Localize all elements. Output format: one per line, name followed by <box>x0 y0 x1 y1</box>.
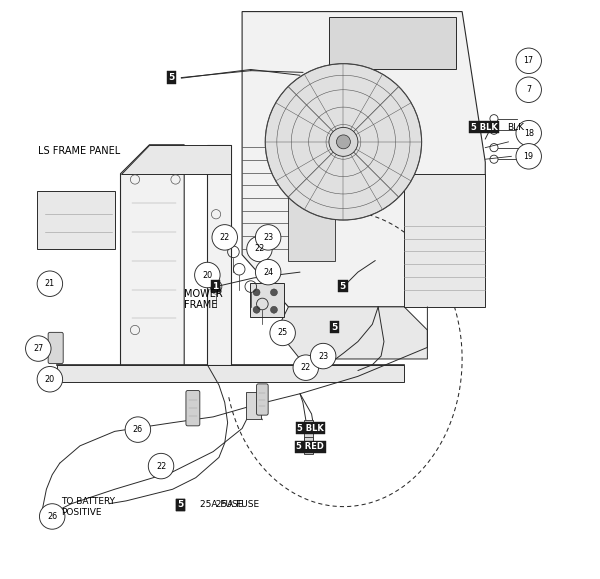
Text: 25: 25 <box>278 328 288 338</box>
FancyBboxPatch shape <box>250 283 284 317</box>
Circle shape <box>253 306 260 313</box>
Text: 26: 26 <box>47 512 57 521</box>
Circle shape <box>271 306 277 313</box>
Circle shape <box>310 343 336 369</box>
Text: 17: 17 <box>524 56 534 65</box>
Text: 20: 20 <box>45 375 55 384</box>
Text: LS FRAME PANEL: LS FRAME PANEL <box>38 145 121 156</box>
Text: 19: 19 <box>524 152 534 161</box>
Polygon shape <box>57 365 404 382</box>
Circle shape <box>40 504 65 529</box>
Circle shape <box>516 48 541 74</box>
FancyBboxPatch shape <box>257 384 268 415</box>
Text: BLK: BLK <box>507 123 524 132</box>
Circle shape <box>516 120 541 146</box>
Text: 25A FUSE: 25A FUSE <box>210 500 259 510</box>
Text: 1: 1 <box>212 281 218 291</box>
Text: 5 RED: 5 RED <box>296 442 325 452</box>
Circle shape <box>194 262 220 288</box>
Circle shape <box>253 289 260 296</box>
Text: 5: 5 <box>178 500 184 510</box>
Polygon shape <box>37 191 115 249</box>
Text: 25A FUSE: 25A FUSE <box>200 500 244 510</box>
FancyBboxPatch shape <box>48 332 63 364</box>
Text: 23: 23 <box>318 351 328 361</box>
Text: 22: 22 <box>254 244 265 254</box>
Text: 5: 5 <box>340 281 346 291</box>
Text: 22: 22 <box>220 233 230 242</box>
Text: 5: 5 <box>178 500 184 510</box>
Polygon shape <box>121 145 184 365</box>
Text: 27: 27 <box>33 344 43 353</box>
Polygon shape <box>242 12 485 307</box>
Polygon shape <box>277 307 427 359</box>
Circle shape <box>26 336 51 361</box>
FancyBboxPatch shape <box>186 391 200 426</box>
Circle shape <box>256 259 281 285</box>
Text: 5 BLK: 5 BLK <box>471 123 497 132</box>
Circle shape <box>37 367 62 392</box>
FancyBboxPatch shape <box>404 174 485 307</box>
Circle shape <box>265 64 422 220</box>
Text: 22: 22 <box>156 461 166 471</box>
Circle shape <box>125 417 151 442</box>
Text: 20: 20 <box>202 270 212 280</box>
Circle shape <box>212 225 238 250</box>
Polygon shape <box>289 191 335 261</box>
Text: 22: 22 <box>301 363 311 372</box>
Circle shape <box>148 453 174 479</box>
Circle shape <box>247 236 272 262</box>
Text: 5: 5 <box>169 73 175 82</box>
Text: MOWER: MOWER <box>184 289 223 299</box>
Text: 18: 18 <box>524 129 534 138</box>
FancyBboxPatch shape <box>329 17 457 69</box>
Text: TO BATTERY: TO BATTERY <box>61 497 115 507</box>
Polygon shape <box>121 145 230 174</box>
Text: 5: 5 <box>332 323 338 332</box>
Circle shape <box>37 271 62 296</box>
Text: 7: 7 <box>526 85 531 94</box>
Circle shape <box>329 127 358 156</box>
Circle shape <box>270 320 295 346</box>
Text: 26: 26 <box>133 425 143 434</box>
FancyBboxPatch shape <box>246 392 261 419</box>
Circle shape <box>516 144 541 169</box>
Circle shape <box>271 289 277 296</box>
FancyBboxPatch shape <box>304 438 313 454</box>
Text: POSITIVE: POSITIVE <box>61 508 102 517</box>
Circle shape <box>516 77 541 102</box>
Circle shape <box>293 355 319 380</box>
Text: 24: 24 <box>263 267 273 277</box>
Text: 5 BLK: 5 BLK <box>297 424 324 433</box>
Circle shape <box>256 225 281 250</box>
Text: 21: 21 <box>45 279 55 288</box>
Circle shape <box>337 135 350 149</box>
Text: 23: 23 <box>263 233 273 242</box>
Polygon shape <box>208 145 230 365</box>
FancyBboxPatch shape <box>304 420 313 442</box>
Text: FRAME: FRAME <box>184 300 218 310</box>
